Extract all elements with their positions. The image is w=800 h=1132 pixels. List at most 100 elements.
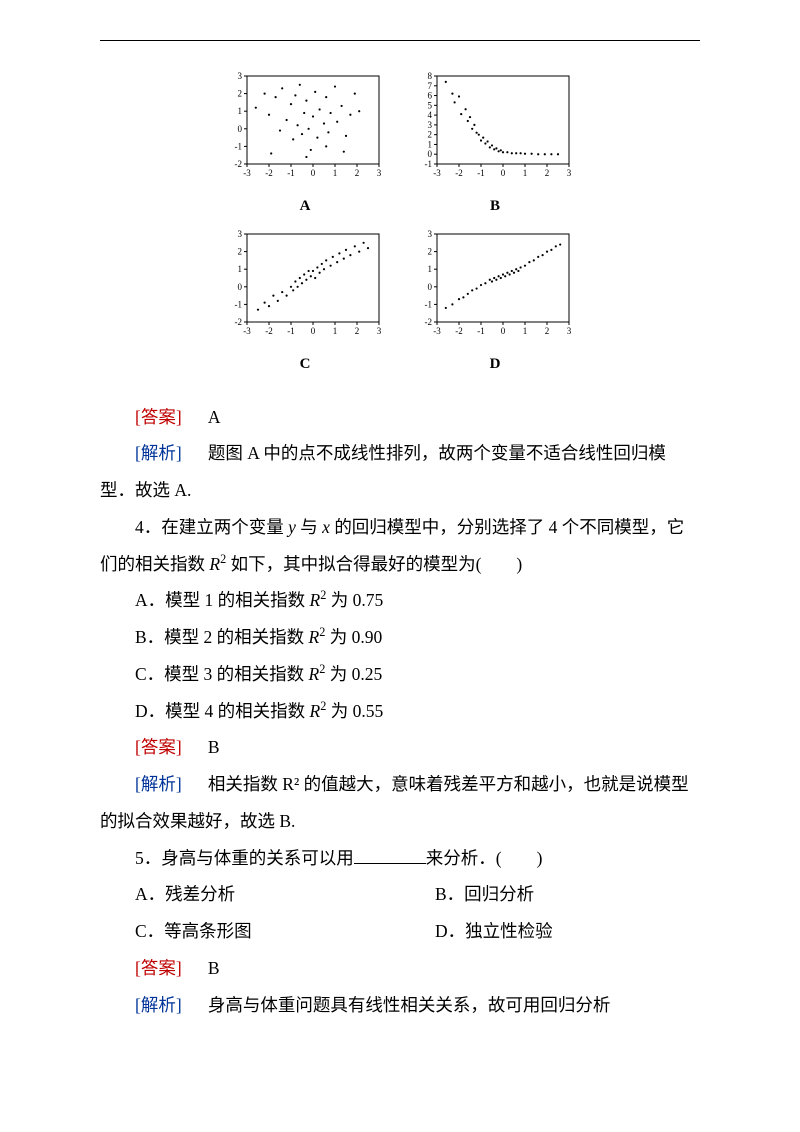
q5-option-C: C．等高条形图: [100, 913, 400, 950]
chart-D-label: D: [415, 349, 575, 381]
svg-text:2: 2: [355, 168, 360, 178]
svg-text:0: 0: [501, 326, 506, 336]
q4-R: R: [209, 554, 220, 574]
svg-text:8: 8: [428, 71, 433, 81]
svg-text:0: 0: [501, 168, 506, 178]
chart-C-label: C: [225, 349, 385, 381]
q5-stem: 5．身高与体重的关系可以用 来分析．( ): [100, 840, 700, 877]
svg-text:2: 2: [355, 326, 360, 336]
svg-text:3: 3: [428, 120, 433, 130]
svg-text:1: 1: [428, 264, 433, 274]
q4-mid1: 与: [296, 517, 322, 537]
svg-text:-1: -1: [235, 300, 243, 310]
var-y: y: [288, 517, 296, 537]
answer-sep: [186, 958, 204, 978]
svg-text:2: 2: [428, 247, 433, 257]
svg-text:1: 1: [428, 139, 433, 149]
q4-A-val: 为 0.75: [326, 590, 383, 610]
svg-text:-2: -2: [235, 159, 243, 169]
svg-text:5: 5: [428, 100, 433, 110]
chart-B-svg: -1012345678-3-2-10123: [415, 70, 575, 180]
svg-text:1: 1: [333, 168, 338, 178]
q3-explanation-text: 题图 A 中的点不成线性排列，故两个变量不适合线性回归模型．故选 A.: [100, 443, 666, 500]
chart-row-1: -2-10123-3-2-10123 A -1012345678-3-2-101…: [100, 70, 700, 222]
q4-B-pre: B．模型 2 的相关指数: [135, 627, 309, 647]
answer-label: [答案]: [135, 737, 182, 757]
q4-option-C: C．模型 3 的相关指数 R2 为 0.25: [100, 656, 700, 693]
q4-C-val: 为 0.25: [325, 664, 382, 684]
svg-text:1: 1: [238, 264, 243, 274]
svg-text:1: 1: [333, 326, 338, 336]
expl-sep: [186, 774, 204, 794]
svg-text:-1: -1: [235, 141, 243, 151]
q4-D-val: 为 0.55: [326, 701, 383, 721]
chart-D-svg: -2-10123-3-2-10123: [415, 228, 575, 338]
q4-D-pre: D．模型 4 的相关指数: [135, 701, 310, 721]
q5-stem-post: 来分析．( ): [426, 848, 543, 868]
svg-text:3: 3: [238, 229, 243, 239]
expl-sep: [186, 995, 204, 1015]
svg-text:2: 2: [545, 326, 550, 336]
svg-text:2: 2: [238, 89, 243, 99]
svg-text:1: 1: [523, 168, 528, 178]
svg-text:0: 0: [428, 149, 433, 159]
svg-text:3: 3: [567, 326, 572, 336]
chart-A-label: A: [225, 191, 385, 223]
svg-text:-3: -3: [243, 326, 251, 336]
svg-text:3: 3: [238, 71, 243, 81]
q5-option-A: A．残差分析: [100, 876, 400, 913]
q4-answer-value: B: [208, 737, 220, 757]
svg-text:3: 3: [567, 168, 572, 178]
svg-text:-2: -2: [265, 326, 273, 336]
chart-row-2: -2-10123-3-2-10123 C -2-10123-3-2-10123 …: [100, 228, 700, 380]
q4-answer: [答案] B: [100, 729, 700, 766]
explanation-label: [解析]: [135, 774, 182, 794]
svg-text:-1: -1: [477, 326, 485, 336]
svg-text:3: 3: [377, 168, 382, 178]
q4-C-pre: C．模型 3 的相关指数: [135, 664, 309, 684]
svg-text:2: 2: [238, 247, 243, 257]
q4-B-val: 为 0.90: [325, 627, 382, 647]
svg-text:3: 3: [377, 326, 382, 336]
svg-text:0: 0: [311, 168, 316, 178]
q5-options-row-1: A．残差分析 B．回归分析: [100, 876, 700, 913]
svg-text:-2: -2: [265, 168, 273, 178]
answer-label: [答案]: [135, 958, 182, 978]
svg-text:7: 7: [428, 81, 433, 91]
q3-answer: [答案] A: [100, 399, 700, 436]
q4-explanation: [解析] 相关指数 R² 的值越大，意味着残差平方和越小，也就是说模型的拟合效果…: [100, 766, 700, 840]
svg-text:6: 6: [428, 91, 433, 101]
answer-label: [答案]: [135, 407, 182, 427]
svg-text:-2: -2: [235, 317, 243, 327]
q5-option-D: D．独立性检验: [400, 913, 700, 950]
svg-text:-2: -2: [455, 168, 463, 178]
svg-text:0: 0: [311, 326, 316, 336]
svg-text:0: 0: [428, 282, 433, 292]
svg-text:-1: -1: [477, 168, 485, 178]
chart-D: -2-10123-3-2-10123 D: [415, 228, 575, 380]
svg-text:-1: -1: [425, 159, 433, 169]
document-page: -2-10123-3-2-10123 A -1012345678-3-2-101…: [0, 0, 800, 1132]
q4-stem-pre: 4．在建立两个变量: [135, 517, 288, 537]
svg-text:1: 1: [523, 326, 528, 336]
q4-A-R: R: [310, 590, 321, 610]
svg-text:3: 3: [428, 229, 433, 239]
svg-text:-1: -1: [287, 326, 295, 336]
chart-B-label: B: [415, 191, 575, 223]
svg-text:0: 0: [238, 124, 243, 134]
svg-text:-3: -3: [243, 168, 251, 178]
q5-answer-value: B: [208, 958, 220, 978]
explanation-label: [解析]: [135, 995, 182, 1015]
explanation-label: [解析]: [135, 443, 182, 463]
q5-stem-pre: 5．身高与体重的关系可以用: [135, 848, 354, 868]
svg-text:-3: -3: [433, 326, 441, 336]
q4-B-R: R: [309, 627, 320, 647]
top-divider: [100, 40, 700, 41]
scatter-charts: -2-10123-3-2-10123 A -1012345678-3-2-101…: [100, 70, 700, 381]
q4-option-A: A．模型 1 的相关指数 R2 为 0.75: [100, 582, 700, 619]
q5-explanation-text: 身高与体重问题具有线性相关关系，故可用回归分析: [208, 995, 611, 1015]
q4-D-R: R: [310, 701, 321, 721]
answer-sep: [186, 737, 204, 757]
q4-option-B: B．模型 2 的相关指数 R2 为 0.90: [100, 619, 700, 656]
q4-option-D: D．模型 4 的相关指数 R2 为 0.55: [100, 693, 700, 730]
